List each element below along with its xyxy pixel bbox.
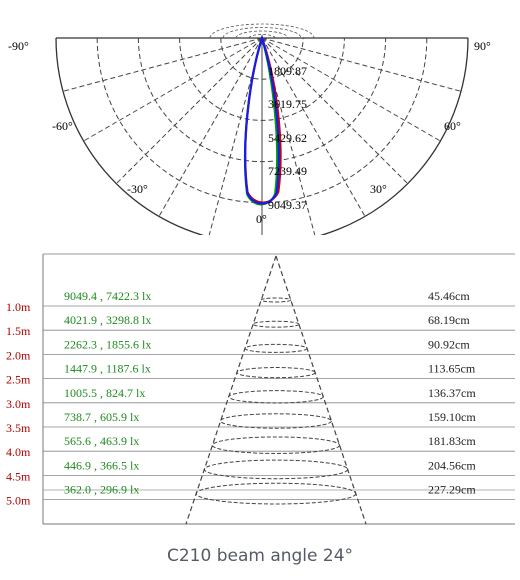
- polar-top-arc: [235, 30, 289, 39]
- distance-label: 1.5m: [6, 324, 31, 338]
- radial-label-2: 3619.75: [268, 97, 307, 111]
- polar-top-arc: [222, 27, 302, 39]
- distance-label: 4.0m: [6, 445, 31, 459]
- distance-label: 3.0m: [6, 397, 31, 411]
- distance-label: 5.0m: [6, 494, 31, 508]
- radial-label-5: 9049.37: [268, 198, 307, 212]
- distance-label: 2.5m: [6, 373, 31, 387]
- cone-right-edge: [275, 255, 367, 525]
- lux-value: 1005.5 , 824.7 lx: [64, 386, 145, 400]
- beam-row: 4.5m 446.9 , 366.5 lx 204.56cm: [6, 458, 476, 483]
- lux-value: 2262.3 , 1855.6 lx: [64, 337, 151, 351]
- polar-top-arc: [248, 34, 276, 39]
- angle-label-minus-30: -30°: [127, 182, 148, 196]
- polar-spoke: [261, 37, 409, 185]
- polar-spoke: [158, 37, 263, 217]
- lux-value: 9049.4 , 7422.3 lx: [64, 289, 151, 303]
- lux-value: 4021.9 , 3298.8 lx: [64, 313, 151, 327]
- diameter-value: 159.10cm: [428, 410, 476, 424]
- lux-value: 565.6 , 463.9 lx: [64, 434, 139, 448]
- intensity-curve-blue: [244, 34, 280, 205]
- caption: C210 beam angle 24°: [166, 546, 354, 566]
- beam-row: 3.0m 1005.5 , 824.7 lx 136.37cm: [6, 386, 476, 411]
- polar-spoke: [261, 37, 462, 92]
- polar-spoke: [115, 37, 263, 185]
- polar-labels: -90° 90° -60° 60° -30° 30° 0° 1809.87 36…: [8, 39, 491, 226]
- distance-label: 3.5m: [6, 421, 31, 435]
- distance-label: 1.0m: [6, 300, 31, 314]
- polar-intensity-diagram: -90° 90° -60° 60° -30° 30° 0° 1809.87 36…: [8, 23, 491, 235]
- beam-row: 1.0m 9049.4 , 7422.3 lx 45.46cm: [6, 289, 470, 314]
- beam-row: 2.5m 1447.9 , 1187.6 lx 113.65cm: [6, 362, 476, 387]
- beam-row: 5.0m 362.0 , 296.9 lx 227.29cm: [6, 483, 476, 508]
- beam-ellipse: [203, 459, 349, 480]
- diameter-value: 136.37cm: [428, 386, 476, 400]
- polar-outer-arc: [55, 37, 469, 235]
- beam-ellipse: [252, 320, 300, 328]
- polar-spoke: [83, 37, 263, 142]
- radial-label-3: 5429.62: [268, 131, 307, 145]
- beam-row: 3.5m 738.7 , 605.9 lx 159.10cm: [6, 410, 476, 435]
- cone-left-edge: [185, 255, 277, 525]
- intensity-curve-green: [243, 34, 279, 206]
- beam-ellipse: [228, 390, 324, 404]
- polar-top-arc: [209, 23, 315, 39]
- diameter-value: 227.29cm: [428, 483, 476, 497]
- distance-label: 4.5m: [6, 469, 31, 483]
- beam-cone: [185, 255, 367, 525]
- beam-ellipse: [260, 297, 292, 303]
- polar-spoke: [261, 37, 366, 217]
- diameter-value: 113.65cm: [428, 362, 476, 376]
- intensity-curves: [243, 34, 282, 206]
- diameter-value: 204.56cm: [428, 458, 476, 472]
- angle-label-30: 30°: [370, 182, 387, 196]
- lux-value: 1447.9 , 1187.6 lx: [64, 362, 151, 376]
- beam-illuminance-diagram: 1.0m 9049.4 , 7422.3 lx 45.46cm 1.5m 4021.9 …: [6, 253, 515, 525]
- beam-ellipse: [244, 343, 308, 353]
- lux-value: 362.0 , 296.9 lx: [64, 483, 139, 497]
- distance-label: 2.0m: [6, 348, 31, 362]
- diameter-value: 181.83cm: [428, 434, 476, 448]
- angle-label-minus-60: -60°: [52, 119, 73, 133]
- radial-label-1: 1809.87: [268, 64, 307, 78]
- beam-ellipse: [195, 482, 357, 505]
- angle-label-90: 90°: [474, 39, 491, 53]
- polar-spoke: [261, 37, 441, 142]
- radial-label-4: 7239.49: [268, 164, 307, 178]
- angle-label-minus-90: -90°: [8, 39, 29, 53]
- lux-value: 738.7 , 605.9 lx: [64, 410, 139, 424]
- beam-ellipse: [211, 436, 341, 454]
- beam-ellipse: [236, 367, 316, 379]
- distance-lines: [43, 305, 515, 501]
- angle-label-60: 60°: [444, 119, 461, 133]
- diameter-value: 68.19cm: [428, 313, 470, 327]
- beam-row: 4.0m 565.6 , 463.9 lx 181.83cm: [6, 434, 476, 459]
- polar-spoke: [62, 37, 263, 92]
- diameter-value: 45.46cm: [428, 289, 470, 303]
- lux-value: 446.9 , 366.5 lx: [64, 458, 139, 472]
- beam-row: 1.5m 4021.9 , 3298.8 lx 68.19cm: [6, 313, 470, 338]
- beam-ellipse: [220, 413, 332, 429]
- beam-frame: [42, 253, 515, 525]
- diameter-value: 90.92cm: [428, 337, 470, 351]
- beam-row: 2.0m 2262.3 , 1855.6 lx 90.92cm: [6, 337, 470, 362]
- beam-rows: 1.0m 9049.4 , 7422.3 lx 45.46cm 1.5m 4021.9 …: [6, 289, 476, 508]
- angle-label-0: 0°: [256, 212, 267, 226]
